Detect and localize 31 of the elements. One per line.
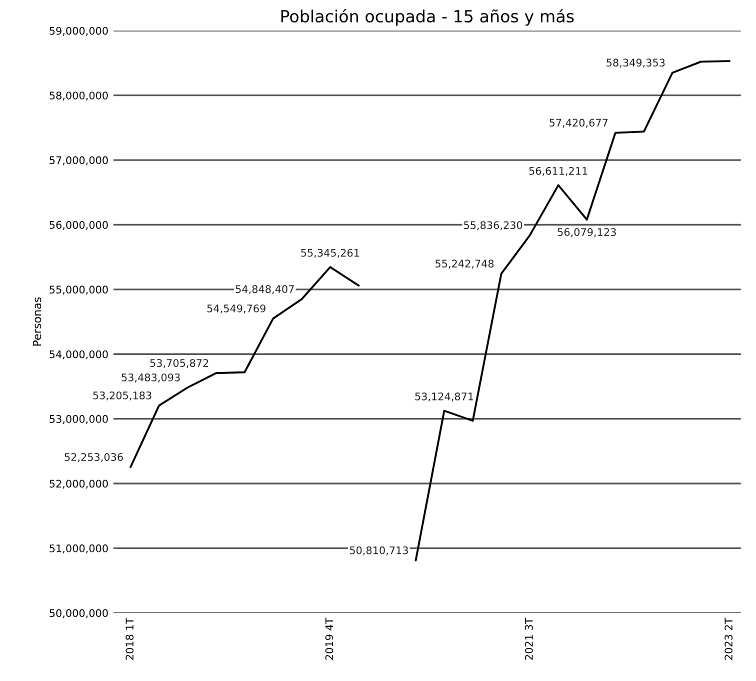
x-tick-label: 2018 1T [126, 618, 134, 660]
data-label: 56,611,211 [529, 166, 588, 176]
x-tick-label: 2019 4T [325, 618, 334, 660]
y-tick-label: 50,000,000 [50, 609, 108, 618]
data-label: 54,848,407 [236, 285, 294, 294]
data-label: 53,705,872 [150, 359, 208, 368]
chart-title: Población ocupada - 15 años y más [281, 8, 574, 26]
y-tick-label: 54,000,000 [50, 350, 108, 360]
data-label: 53,205,183 [93, 391, 152, 400]
data-label: 53,124,871 [415, 392, 474, 402]
x-tick-label: 2023 2T [724, 618, 732, 660]
data-label: 57,420,677 [550, 118, 608, 128]
y-axis-title: Personas [32, 297, 42, 346]
y-tick-label: 58,000,000 [50, 92, 108, 101]
data-label: 55,345,261 [301, 248, 360, 258]
data-label: 55,836,230 [464, 221, 522, 230]
data-label: 56,079,123 [558, 228, 616, 238]
data-label: 55,242,748 [436, 260, 494, 269]
data-label: 52,253,036 [64, 453, 123, 462]
data-label: 54,549,769 [207, 304, 266, 314]
y-tick-label: 57,000,000 [50, 156, 108, 166]
data-label: 58,349,353 [606, 58, 665, 68]
data-label: 50,810,713 [350, 546, 408, 556]
y-tick-label: 52,000,000 [50, 480, 108, 489]
y-tick-label: 51,000,000 [50, 544, 108, 554]
y-tick-label: 59,000,000 [50, 26, 108, 36]
y-tick-label: 56,000,000 [50, 220, 108, 230]
y-tick-label: 53,000,000 [50, 415, 108, 424]
data-label: 53,483,093 [122, 373, 180, 382]
y-tick-label: 55,000,000 [50, 286, 108, 295]
x-tick-label: 2021 3T [524, 618, 533, 660]
